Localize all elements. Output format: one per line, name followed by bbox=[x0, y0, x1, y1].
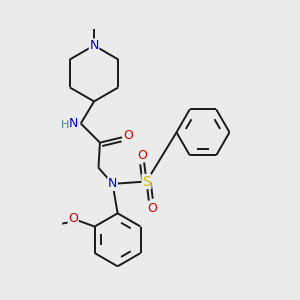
Text: O: O bbox=[124, 129, 134, 142]
Text: O: O bbox=[68, 212, 78, 225]
Text: S: S bbox=[142, 175, 151, 188]
Text: N: N bbox=[108, 177, 117, 190]
Text: H: H bbox=[61, 120, 70, 130]
Text: N: N bbox=[68, 117, 78, 130]
Text: O: O bbox=[137, 148, 147, 161]
Text: O: O bbox=[147, 202, 157, 214]
Text: N: N bbox=[89, 39, 99, 52]
